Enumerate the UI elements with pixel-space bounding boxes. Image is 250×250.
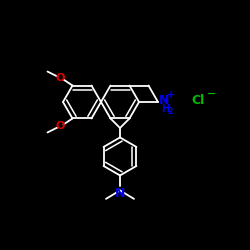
Text: O: O [56,72,65,83]
Text: Cl: Cl [191,94,204,106]
Text: H: H [161,104,169,114]
Text: N: N [115,188,125,200]
Text: N: N [159,94,170,108]
Text: 2: 2 [167,106,172,116]
Text: O: O [56,122,65,132]
Text: +: + [167,90,175,100]
Text: −: − [207,89,216,99]
